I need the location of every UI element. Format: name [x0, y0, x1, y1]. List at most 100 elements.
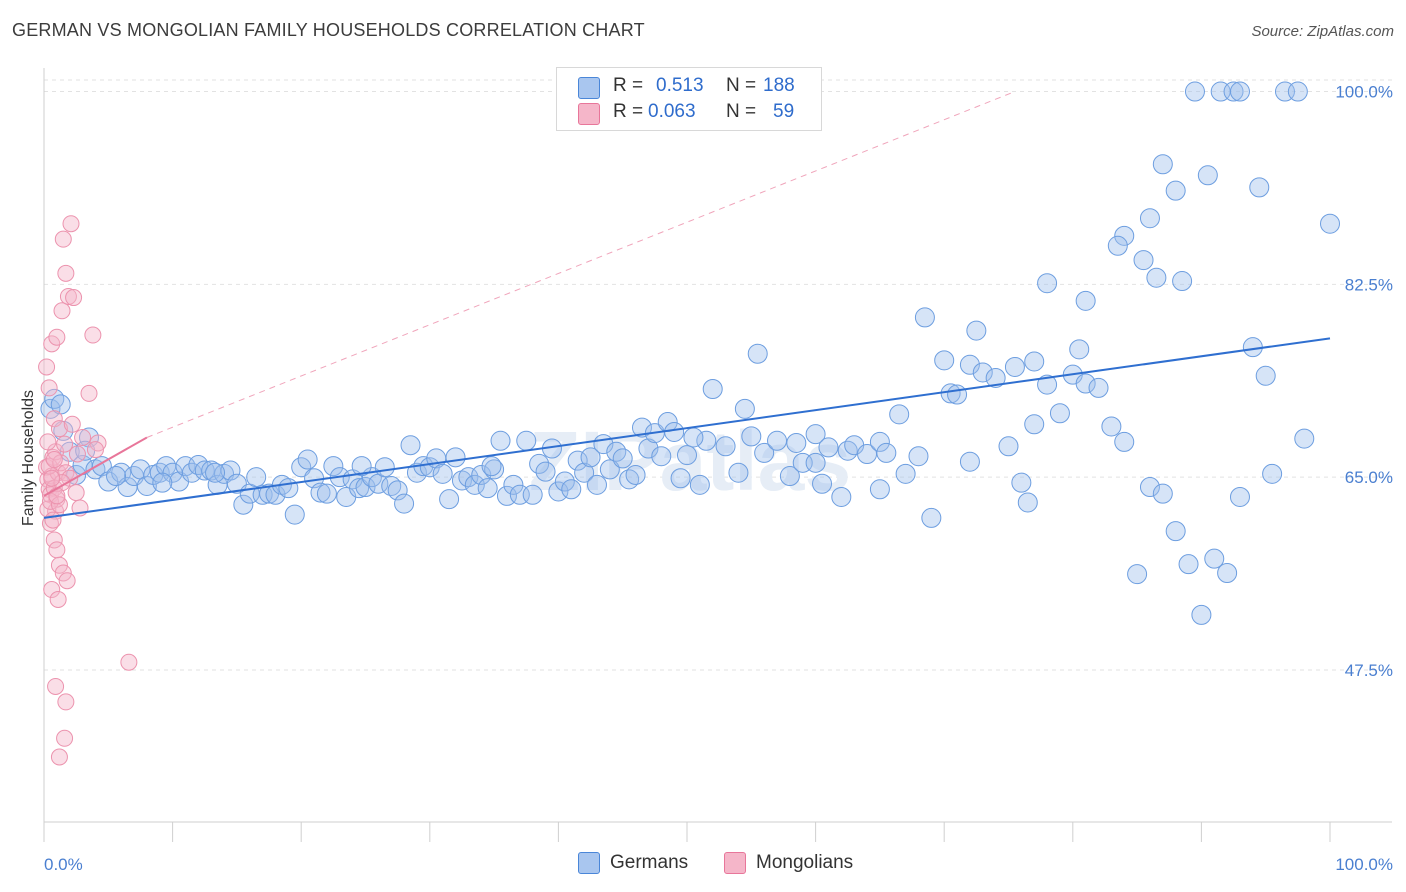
- mongolian-point: [80, 384, 98, 402]
- german-point: [484, 459, 505, 480]
- german-point: [152, 472, 173, 493]
- german-point: [741, 426, 762, 447]
- german-point: [1152, 154, 1173, 175]
- german-point: [44, 388, 65, 409]
- german-point: [284, 504, 305, 525]
- n-label-germans: N =: [726, 75, 757, 96]
- german-point: [1249, 177, 1270, 198]
- y-tick-label: 47.5%: [1345, 661, 1393, 680]
- reference-line: [146, 91, 1016, 438]
- german-point: [1229, 486, 1250, 507]
- german-point: [1037, 374, 1058, 395]
- german-point: [696, 430, 717, 451]
- mongolian-point: [58, 572, 76, 590]
- mongolian-point: [84, 326, 102, 344]
- mongolian-point: [89, 434, 107, 452]
- german-point: [40, 398, 61, 419]
- mongolian-point: [43, 469, 61, 487]
- german-point: [136, 475, 157, 496]
- mongolian-point: [120, 653, 138, 671]
- mongolian-point: [47, 677, 65, 695]
- mongolian-point: [54, 230, 72, 248]
- mongolian-point: [74, 428, 92, 446]
- german-point: [490, 430, 511, 451]
- german-point: [966, 320, 987, 341]
- german-point: [747, 343, 768, 364]
- german-point: [291, 457, 312, 478]
- mongolian-point: [45, 410, 63, 428]
- german-point: [767, 430, 788, 451]
- german-point: [1114, 431, 1135, 452]
- german-point: [548, 481, 569, 502]
- german-point: [869, 431, 890, 452]
- legend-germans-swatch: [578, 852, 600, 874]
- y-tick-label: 82.5%: [1345, 275, 1393, 294]
- mongolian-point: [53, 302, 71, 320]
- german-point: [194, 460, 215, 481]
- germans-swatch: [578, 77, 600, 99]
- german-point: [1088, 377, 1109, 398]
- mongolian-point: [45, 531, 63, 549]
- mongolians-points: [38, 215, 138, 766]
- german-point: [481, 456, 502, 477]
- german-point: [728, 462, 749, 483]
- german-point: [188, 455, 209, 476]
- german-point: [1165, 521, 1186, 542]
- mongolian-point: [48, 487, 66, 505]
- mongolian-point: [57, 264, 75, 282]
- german-point: [869, 479, 890, 500]
- german-point: [451, 470, 472, 491]
- german-point: [715, 436, 736, 457]
- german-point: [374, 457, 395, 478]
- german-point: [355, 477, 376, 498]
- german-point: [670, 468, 691, 489]
- german-point: [1024, 414, 1045, 435]
- mongolian-point: [65, 289, 83, 307]
- german-point: [1152, 483, 1173, 504]
- german-point: [1069, 339, 1090, 360]
- mongolian-point: [50, 556, 68, 574]
- german-point: [786, 432, 807, 453]
- german-point: [1114, 225, 1135, 246]
- german-point: [439, 489, 460, 510]
- legend-mongolians: Mongolians: [724, 852, 853, 874]
- german-point: [1165, 180, 1186, 201]
- german-point: [297, 449, 318, 470]
- german-point: [529, 453, 550, 474]
- german-point: [754, 442, 775, 463]
- y-tick-labels: 47.5% 65.0% 82.5% 100.0%: [1335, 83, 1393, 680]
- german-point: [1197, 165, 1218, 186]
- german-point: [349, 478, 370, 499]
- grid-lines: [44, 79, 1392, 671]
- german-point: [246, 467, 267, 488]
- german-point: [895, 463, 916, 484]
- german-point: [1133, 250, 1154, 271]
- german-point: [471, 464, 492, 485]
- german-point: [1024, 351, 1045, 372]
- mongolian-point: [53, 474, 71, 492]
- y-axis-label: Family Households: [20, 390, 37, 526]
- trend-lines: [43, 337, 1331, 519]
- german-point: [181, 462, 202, 483]
- german-point: [625, 464, 646, 485]
- mongolian-point: [50, 420, 68, 438]
- german-point: [561, 479, 582, 500]
- german-point: [1139, 208, 1160, 229]
- mongolian-point: [56, 435, 74, 453]
- watermark: ZIPatlas: [529, 414, 851, 508]
- chart-title: GERMAN VS MONGOLIAN FAMILY HOUSEHOLDS CO…: [12, 20, 645, 40]
- german-point: [812, 473, 833, 494]
- german-point: [599, 459, 620, 480]
- germans-points: [40, 81, 1340, 625]
- mongolian-point: [54, 564, 72, 582]
- mongolian-point: [41, 514, 59, 532]
- german-point: [1191, 604, 1212, 625]
- german-point: [1262, 463, 1283, 484]
- mongolian-point: [68, 445, 86, 463]
- mongolian-point: [62, 215, 80, 233]
- mongolian-point: [40, 379, 58, 397]
- german-point: [1075, 290, 1096, 311]
- x-tick-labels: 0.0% 100.0%: [44, 855, 1393, 874]
- german-point: [1255, 365, 1276, 386]
- mongolian-point: [49, 590, 67, 608]
